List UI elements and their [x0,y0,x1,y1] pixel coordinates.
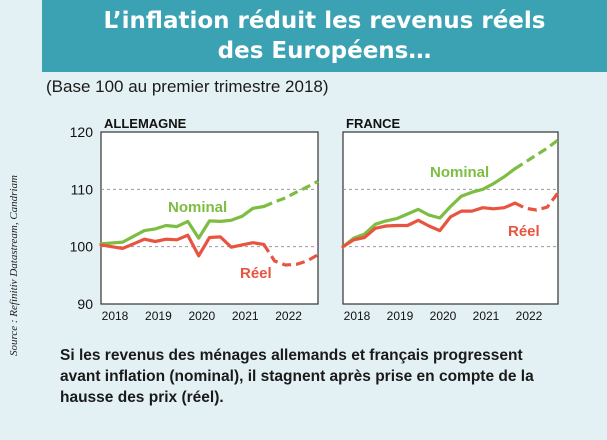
plot-area-allemagne [100,131,319,305]
y-tick-label-90: 90 [77,296,93,312]
x-tick-label-2022-allemagne: 2022 [275,309,302,323]
y-tick-label-110: 110 [71,181,94,197]
series-label-reel-france: Réel [508,223,540,240]
panel-title-allemagne: ALLEMAGNE [104,116,187,131]
y-tick-label-120: 120 [70,124,94,140]
caption: Si les revenus des ménages allemands et … [60,345,600,408]
series-projection-reel-allemagne [262,243,319,267]
x-tick-label-2020-france: 2020 [430,309,457,323]
series-label-nominal-france: Nominal [430,164,489,181]
y-tick-label-100: 100 [70,239,94,255]
series-projection-nominal-france [514,138,559,171]
caption-line-3: hausse des prix (réel). [60,389,224,406]
x-tick-label-2018-france: 2018 [344,309,371,323]
series-line-reel-france [341,201,517,249]
series-projection-reel-france [514,191,560,212]
series-line-reel-allemagne [99,233,266,258]
x-tick-label-2018-allemagne: 2018 [102,309,129,323]
panel-title-france: FRANCE [346,116,400,131]
title-line-1: L’inflation réduit les revenus réels [103,8,546,34]
x-tick-label-2019-allemagne: 2019 [145,309,172,323]
chart-subtitle: (Base 100 au premier trimestre 2018) [46,77,329,96]
x-tick-label-2021-allemagne: 2021 [232,309,259,323]
series-label-reel-allemagne: Réel [240,265,272,282]
caption-line-1: Si les revenus des ménages allemands et … [60,347,523,364]
x-tick-label-2021-france: 2021 [473,309,500,323]
x-tick-label-2019-france: 2019 [387,309,414,323]
series-line-nominal-allemagne [99,204,266,246]
title-line-2: des Européens… [217,38,432,64]
x-tick-label-2020-allemagne: 2020 [188,309,215,323]
title-banner: L’inflation réduit les revenus réels des… [42,0,607,72]
series-line-nominal-france [341,167,517,249]
caption-line-2: avant inflation (nominal), il stagnent a… [60,368,534,385]
series-projection-nominal-allemagne [263,179,319,208]
x-tick-label-2022-france: 2022 [516,309,543,323]
series-label-nominal-allemagne: Nominal [168,199,227,216]
